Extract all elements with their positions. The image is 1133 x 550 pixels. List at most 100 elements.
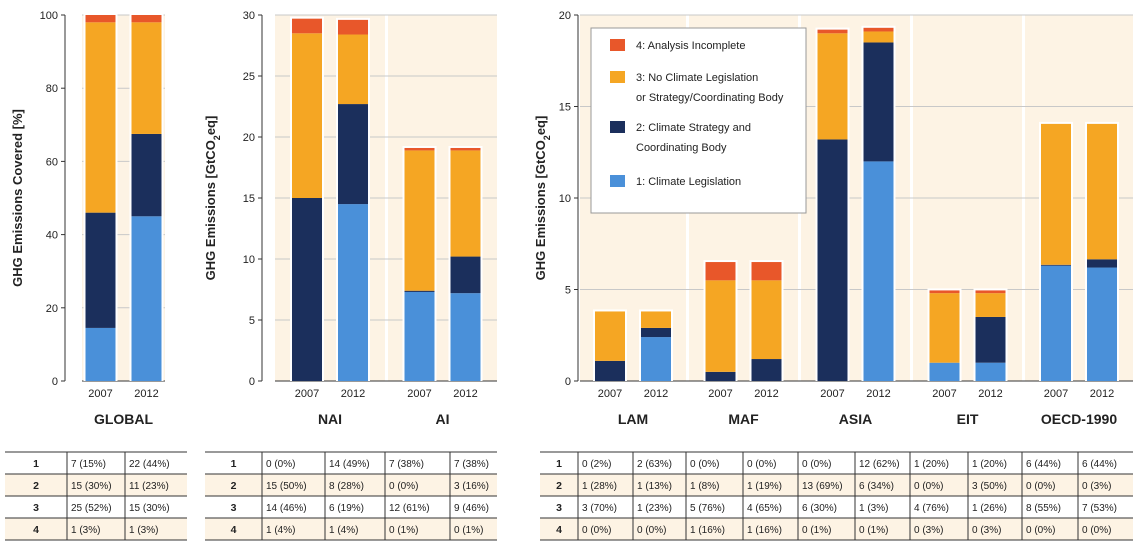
- table-cell: 9 (46%): [454, 503, 489, 514]
- y-tick-label: 0: [565, 376, 571, 388]
- table-cell: 5 (76%): [690, 503, 725, 514]
- table-cell: 1 (28%): [582, 481, 617, 492]
- x-tick-label: 2007: [932, 388, 956, 400]
- table-cell: 1 (4%): [266, 525, 295, 536]
- y-tick-label: 60: [46, 156, 58, 168]
- table-cell: 1 (16%): [747, 525, 782, 536]
- x-tick-label: 2007: [407, 388, 431, 400]
- x-tick-label: 2012: [1090, 388, 1114, 400]
- bar-segment-ai-2007-cat4: [404, 147, 435, 151]
- y-tick-label: 0: [52, 376, 58, 388]
- y-tick-label: 40: [46, 230, 58, 242]
- table-cell: 15 (30%): [129, 503, 170, 514]
- legend: 4: Analysis Incomplete 3: No Climate Legi…: [590, 27, 807, 214]
- table-cell: 4 (65%): [747, 503, 782, 514]
- table-cell: 0 (1%): [454, 525, 483, 536]
- bar-segment-maf-2012-cat2: [751, 359, 782, 381]
- x-tick-label: 2007: [295, 388, 319, 400]
- bar-segment-nai-2007-cat2: [292, 198, 322, 381]
- bar-segment-ai-2012-cat4: [450, 147, 481, 151]
- table-cell: 1 (8%): [690, 481, 719, 492]
- bar-segment-ai-2007-cat2: [404, 290, 435, 292]
- bar-segment-nai-2012-cat4: [338, 19, 368, 35]
- y-tick-label: 20: [46, 303, 58, 315]
- table-row-label: 4: [231, 524, 237, 536]
- y-tick-label: 0: [249, 376, 255, 388]
- table-row-shade: [540, 518, 1133, 540]
- table-cell: 0 (0%): [266, 459, 295, 470]
- bar-segment-global-2012-cat1: [131, 216, 162, 381]
- table-row-label: 1: [33, 458, 39, 470]
- y-axis-label: GHG Emissions Covered [%]: [10, 109, 25, 287]
- table-row-shade: [5, 518, 187, 540]
- legend-swatch-cat1: [610, 175, 625, 187]
- table-cell: 14 (49%): [329, 459, 370, 470]
- bar-segment-lam-2012-cat1: [641, 337, 671, 381]
- legend-label: or Strategy/Coordinating Body: [636, 92, 784, 104]
- bar-segment-nai-2012-cat3: [338, 34, 368, 105]
- table-cell: 6 (44%): [1026, 459, 1061, 470]
- bar-segment-oecd-1990-2007-cat1: [1041, 265, 1071, 381]
- table-cell: 0 (1%): [389, 525, 418, 536]
- table-cell: 6 (30%): [802, 503, 837, 514]
- bar-segment-oecd-1990-2007-cat2: [1041, 264, 1071, 266]
- table-cell: 1 (26%): [972, 503, 1007, 514]
- y-tick-label: 5: [565, 285, 571, 297]
- table-cell: 0 (0%): [690, 459, 719, 470]
- bar-segment-ai-2007-cat1: [404, 291, 435, 381]
- table-cell: 6 (44%): [1082, 459, 1117, 470]
- bar-segment-global-2007-cat2: [85, 212, 116, 328]
- table-cell: 1 (16%): [690, 525, 725, 536]
- table-cell: 1 (19%): [747, 481, 782, 492]
- table-row-label: 4: [556, 524, 562, 536]
- legend-swatch-cat2: [610, 121, 625, 133]
- table-cell: 1 (4%): [329, 525, 358, 536]
- bar-segment-maf-2012-cat3: [751, 280, 782, 360]
- legend-box: [590, 27, 807, 214]
- region-label: LAM: [618, 411, 648, 427]
- bar-segment-oecd-1990-2012-cat2: [1087, 259, 1117, 268]
- table-cell: 1 (20%): [972, 459, 1007, 470]
- region-label: ASIA: [839, 411, 872, 427]
- bar-segment-eit-2007-cat4: [929, 290, 960, 294]
- x-tick-label: 2007: [820, 388, 844, 400]
- bar-segment-eit-2007-cat1: [929, 362, 960, 381]
- region-label: MAF: [728, 411, 759, 427]
- bar-segment-ai-2007-cat3: [404, 150, 435, 291]
- bar-segment-global-2012-cat3: [131, 22, 162, 134]
- bar-segment-maf-2007-cat2: [705, 371, 736, 381]
- legend-label: Coordinating Body: [636, 142, 727, 154]
- bar-segment-lam-2007-cat3: [595, 311, 625, 361]
- table-cell: 0 (0%): [1026, 525, 1055, 536]
- x-tick-label: 2012: [644, 388, 668, 400]
- table-cell: 1 (3%): [859, 503, 888, 514]
- y-tick-label: 25: [243, 71, 255, 83]
- bar-segment-global-2007-cat4: [85, 15, 116, 23]
- bar-segment-lam-2012-cat2: [641, 327, 671, 338]
- table-cell: 6 (19%): [329, 503, 364, 514]
- table-cell: 0 (0%): [802, 459, 831, 470]
- bar-segment-nai-2012-cat2: [338, 104, 368, 205]
- x-tick-label: 2007: [708, 388, 732, 400]
- table-cell: 7 (38%): [454, 459, 489, 470]
- table-cell: 0 (0%): [1026, 481, 1055, 492]
- table-cell: 0 (0%): [914, 481, 943, 492]
- y-tick-label: 10: [243, 254, 255, 266]
- table-row-label: 3: [33, 502, 39, 514]
- data-table-1: 1 7 (15%) 22 (44%) 2 15 (30%) 11 (23%) 3 25 (52…: [5, 451, 187, 541]
- table-row-label: 3: [231, 502, 237, 514]
- table-cell: 0 (2%): [582, 459, 611, 470]
- bar-segment-global-2012-cat4: [131, 15, 162, 23]
- table-cell: 12 (61%): [389, 503, 430, 514]
- table-cell: 0 (0%): [582, 525, 611, 536]
- bar-segment-eit-2007-cat3: [929, 293, 960, 363]
- bar-segment-lam-2012-cat3: [641, 311, 671, 328]
- bar-segment-asia-2007-cat3: [817, 33, 848, 140]
- table-cell: 8 (55%): [1026, 503, 1061, 514]
- bar-segment-nai-2012-cat1: [338, 204, 368, 381]
- bar-segment-eit-2012-cat2: [975, 316, 1006, 363]
- table-cell: 0 (3%): [914, 525, 943, 536]
- table-row-label: 2: [556, 480, 562, 492]
- bar-segment-asia-2007-cat4: [817, 29, 848, 34]
